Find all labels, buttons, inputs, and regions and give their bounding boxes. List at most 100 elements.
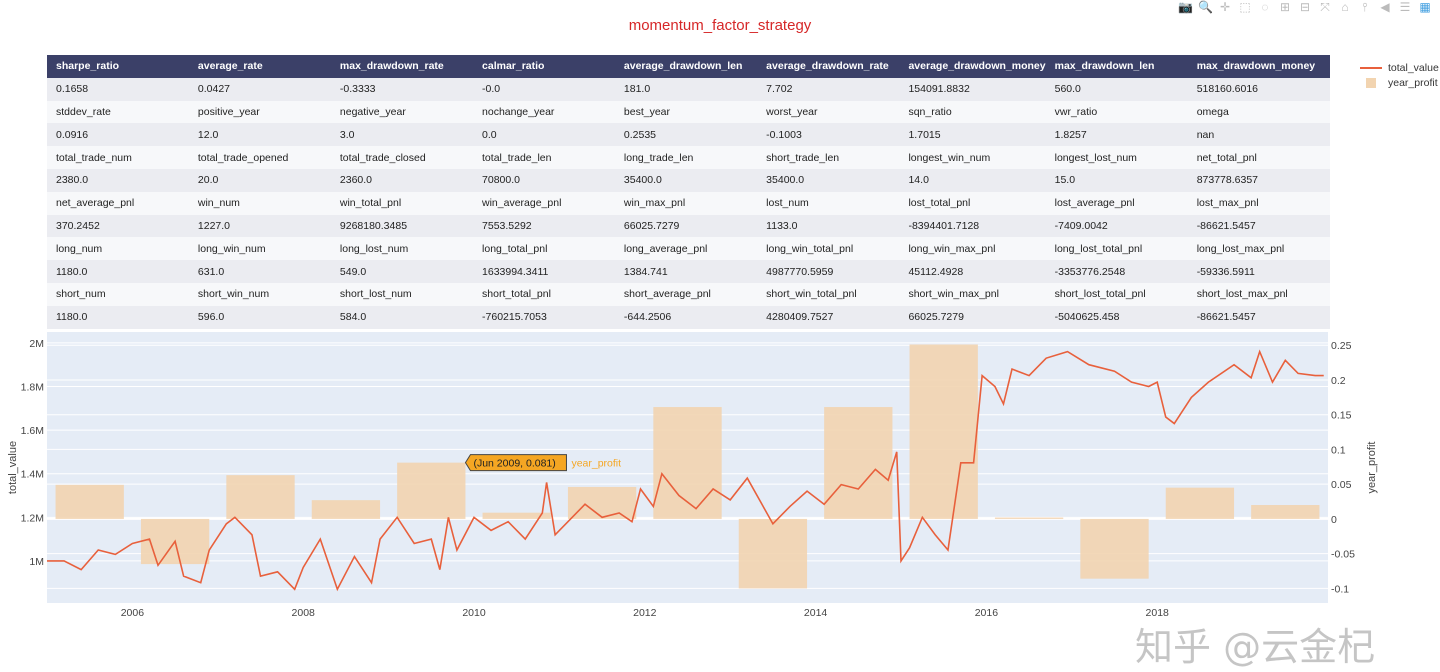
table-cell: long_lost_num [330, 237, 474, 261]
table-cell: omega [1187, 100, 1330, 124]
bar-year-profit [994, 517, 1064, 519]
table-cell: 9268180.3485 [330, 214, 474, 238]
table-cell: 1.8257 [1045, 123, 1188, 147]
table-cell: win_num [188, 191, 331, 215]
y2-tick-label: 0.15 [1331, 410, 1352, 422]
box-select-icon[interactable]: ⬚ [1239, 0, 1251, 14]
bar-year-profit [1251, 505, 1320, 519]
legend-item-year-profit[interactable]: year_profit [1360, 75, 1439, 90]
table-cell: 2360.0 [330, 168, 474, 192]
table-cell: 584.0 [330, 305, 474, 329]
spike-lines-icon[interactable]: ⫯ [1362, 0, 1368, 14]
table-cell: -86621.5457 [1187, 305, 1330, 329]
table-cell: total_trade_closed [330, 146, 474, 169]
bar-year-profit [311, 500, 381, 519]
camera-icon[interactable]: 📷 [1178, 0, 1193, 14]
table-header-cell: calmar_ratio [473, 55, 615, 78]
bar-year-profit [567, 486, 637, 519]
zoom-out-icon[interactable]: ⊟ [1299, 0, 1311, 14]
table-cell: -86621.5457 [1187, 214, 1330, 238]
table-cell: 1180.0 [47, 305, 189, 329]
table-cell: 3.0 [330, 123, 474, 147]
tooltip-text: (Jun 2009, 0.081) [473, 458, 555, 470]
table-cell: 12.0 [188, 123, 331, 147]
table-cell: win_max_pnl [614, 191, 758, 215]
table-cell: long_num [47, 237, 189, 261]
table-cell: short_average_pnl [614, 282, 758, 306]
line-total-value [47, 349, 1324, 592]
table-cell: -0.0 [473, 77, 615, 101]
table-cell: 1633994.3411 [473, 260, 615, 283]
table-header-cell: sharpe_ratio [47, 55, 189, 78]
x-tick-label: 2014 [804, 607, 828, 619]
table-cell: 549.0 [330, 260, 474, 283]
bar-year-profit [1080, 518, 1149, 579]
pan-icon[interactable]: ✛ [1219, 0, 1231, 14]
table-cell: -644.2506 [614, 305, 758, 329]
table-cell: 4280409.7527 [757, 305, 900, 329]
table-cell: 0.1658 [47, 77, 189, 101]
table-cell: best_year [614, 100, 758, 124]
autoscale-icon[interactable]: ⤧ [1320, 0, 1330, 14]
hover-closest-icon[interactable]: ◀ [1380, 0, 1390, 14]
table-header-cell: average_rate [188, 55, 331, 78]
modebar: 📷 🔍 ✛ ⬚ ◌ ⊞ ⊟ ⤧ ⌂ ⫯ ◀ ☰ ▦ [1178, 0, 1432, 15]
y-tick-label: 1M [29, 556, 44, 568]
table-row: short_num short_win_num short_lost_num shor… [47, 282, 1330, 306]
table-cell: negative_year [330, 100, 474, 124]
table-cell: 14.0 [899, 168, 1046, 192]
table-cell: 181.0 [614, 77, 758, 101]
y2-axis-title: year_profit [1366, 442, 1378, 494]
y-axis-title: total_value [7, 441, 19, 494]
x-tick-label: 2016 [975, 607, 999, 619]
table-cell: lost_max_pnl [1187, 191, 1330, 215]
zoom-in-icon[interactable]: ⊞ [1279, 0, 1291, 14]
combo-chart[interactable]: 1M 1.2M 1.4M 1.6M 1.8M 2M -0.1 -0.05 0 0.05 0.1 0.1… [0, 325, 1440, 625]
table-cell: 66025.7279 [899, 305, 1046, 329]
table-cell: 35400.0 [757, 168, 900, 192]
table-cell: longest_win_num [899, 146, 1046, 169]
table-row: 1180.0 631.0 549.0 1633994.3411 1384.741 4987… [47, 260, 1330, 283]
y2-tick-label: -0.1 [1331, 583, 1349, 595]
bar-year-profit [653, 407, 722, 519]
table-cell: 873778.6357 [1187, 168, 1330, 192]
x-tick-label: 2012 [633, 607, 657, 619]
table-cell: long_win_total_pnl [757, 237, 900, 261]
table-cell: 2380.0 [47, 168, 189, 192]
table-cell: total_trade_num [47, 146, 189, 169]
y2-tick-label: 0.05 [1331, 479, 1352, 491]
table-header-cell: max_drawdown_rate [330, 55, 474, 78]
table-cell: long_average_pnl [614, 237, 758, 261]
table-cell: -3353776.2548 [1045, 260, 1188, 283]
table-row: total_trade_num total_trade_opened total_t… [47, 146, 1330, 169]
legend-label: total_value [1388, 61, 1439, 74]
table-cell: short_total_pnl [473, 282, 615, 306]
y2-tick-label: 0.1 [1331, 444, 1346, 456]
table-cell: positive_year [188, 100, 331, 124]
y-tick-label: 1.2M [21, 512, 44, 524]
y-tick-label: 1.8M [21, 382, 44, 394]
hover-compare-icon[interactable]: ☰ [1399, 0, 1411, 14]
legend-item-total-value[interactable]: total_value [1360, 60, 1439, 75]
table-header-cell: max_drawdown_money [1187, 55, 1330, 78]
table-row: long_num long_win_num long_lost_num long_to… [47, 237, 1330, 261]
lasso-icon[interactable]: ◌ [1261, 0, 1269, 14]
y-tick-label: 2M [29, 338, 44, 350]
table-cell: 7.702 [757, 77, 900, 101]
x-tick-label: 2018 [1146, 607, 1170, 619]
table-row: 0.1658 0.0427 -0.3333 -0.0 181.0 7.702 154091.… [47, 77, 1330, 101]
plotly-logo-icon[interactable]: ▦ [1419, 0, 1431, 14]
table-row: 2380.0 20.0 2360.0 70800.0 35400.0 35400.0 14.… [47, 168, 1330, 192]
zoom-icon[interactable]: 🔍 [1198, 0, 1213, 14]
bar-year-profit [738, 518, 808, 589]
table-cell: -5040625.458 [1045, 305, 1188, 329]
table-header-cell: average_drawdown_money [899, 55, 1046, 78]
metrics-table: sharpe_ratio average_rate max_drawdown_rat… [47, 55, 1330, 329]
table-cell: -7409.0042 [1045, 214, 1188, 238]
bar-year-profit [55, 484, 124, 519]
table-cell: 7553.5292 [473, 214, 615, 238]
table-cell: sqn_ratio [899, 100, 1046, 124]
reset-axes-icon[interactable]: ⌂ [1341, 0, 1349, 14]
table-cell: worst_year [757, 100, 900, 124]
table-cell: nan [1187, 123, 1330, 147]
